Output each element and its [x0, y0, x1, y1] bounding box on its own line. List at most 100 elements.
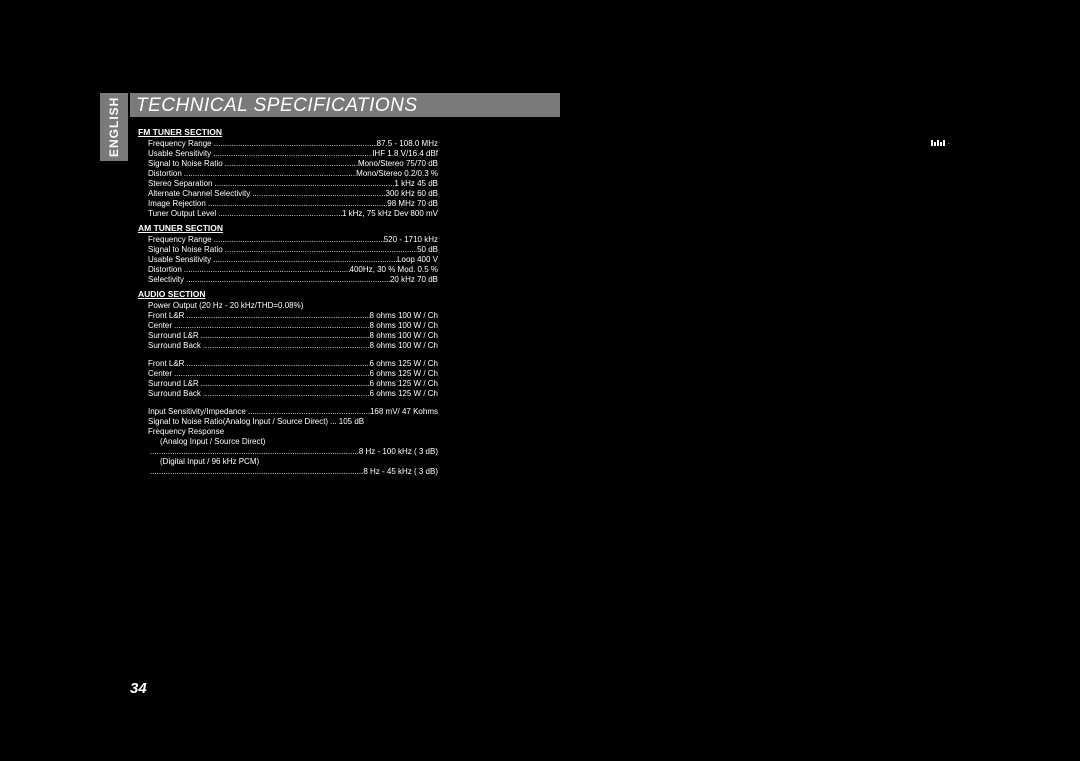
spec-block: Frequency Range ........................…: [138, 235, 438, 285]
spec-value: 8 ohms 100 W / Ch: [370, 321, 438, 331]
spec-block: Frequency Range ........................…: [138, 139, 438, 219]
spec-value: 98 MHz 70 dB: [387, 199, 438, 209]
page-number: 34: [130, 680, 147, 697]
spec-value: 400Hz, 30 % Mod. 0.5 %: [350, 265, 439, 275]
spec-row: Front L&R ..............................…: [148, 359, 438, 369]
leader-dots: ........................................…: [148, 467, 363, 477]
spec-label: Surround Back: [148, 341, 201, 351]
spec-row: Signal to Noise Ratio(Analog Input / Sou…: [148, 417, 438, 427]
spec-label: Distortion: [148, 169, 182, 179]
leader-dots: ........................................…: [199, 379, 370, 389]
spec-row: Distortion .............................…: [148, 265, 438, 275]
page-title: TECHNICAL SPECIFICATIONS: [130, 93, 560, 117]
leader-dots: ........................................…: [223, 245, 417, 255]
leader-dots: ........................................…: [172, 321, 370, 331]
spec-label: Tuner Output Level: [148, 209, 216, 219]
spec-label: Usable Sensitivity: [148, 149, 211, 159]
leader-dots: ...: [328, 417, 339, 427]
leader-dots: ........................................…: [172, 369, 370, 379]
spec-value: 105 dB: [339, 417, 364, 427]
spec-row: Signal to Noise Ratio ..................…: [148, 245, 438, 255]
spec-value: 20 kHz 70 dB: [390, 275, 438, 285]
spec-row: Tuner Output Level .....................…: [148, 209, 438, 219]
spec-row: Distortion .............................…: [148, 169, 438, 179]
spec-row: Frequency Response: [148, 427, 438, 437]
spec-label: Image Rejection: [148, 199, 206, 209]
spec-value: IHF 1.8 V/16.4 dBf: [372, 149, 438, 159]
spec-label: Frequency Range: [148, 139, 212, 149]
leader-dots: ........................................…: [216, 209, 342, 219]
spec-value: 6 ohms 125 W / Ch: [370, 379, 438, 389]
spec-row: Center .................................…: [148, 369, 438, 379]
spec-label: Center: [148, 321, 172, 331]
spec-value: Mono/Stereo 0.2/0.3 %: [356, 169, 438, 179]
section-intro: Power Output (20 Hz - 20 kHz/THD=0.08%): [148, 301, 438, 311]
leader-dots: ........................................…: [206, 199, 387, 209]
leader-dots: ........................................…: [182, 169, 356, 179]
spec-row: Image Rejection ........................…: [148, 199, 438, 209]
spec-row: Usable Sensitivity .....................…: [148, 149, 438, 159]
leader-dots: ........................................…: [184, 311, 369, 321]
spec-value: 6 ohms 125 W / Ch: [370, 369, 438, 379]
leader-dots: ........................................…: [182, 265, 350, 275]
spec-row: Stereo Separation ......................…: [148, 179, 438, 189]
leader-dots: ........................................…: [201, 341, 370, 351]
spec-label: Selectivity: [148, 275, 184, 285]
spec-label: Center: [148, 369, 172, 379]
spec-block: Power Output (20 Hz - 20 kHz/THD=0.08%)F…: [138, 301, 438, 477]
leader-dots: ........................................…: [213, 179, 395, 189]
section-heading: AM TUNER SECTION: [138, 223, 438, 233]
leader-dots: ........................................…: [211, 149, 372, 159]
spec-row: Selectivity ............................…: [148, 275, 438, 285]
spec-value: 6 ohms 125 W / Ch: [370, 389, 438, 399]
spec-row: Alternate Channel Selectivity ..........…: [148, 189, 438, 199]
spec-label: Surround L&R: [148, 331, 199, 341]
spec-row: Frequency Range ........................…: [148, 139, 438, 149]
spec-label: Stereo Separation: [148, 179, 213, 189]
leader-dots: ........................................…: [250, 189, 385, 199]
spec-value: 50 dB: [417, 245, 438, 255]
spec-label: Usable Sensitivity: [148, 255, 211, 265]
spec-row: Surround Back ..........................…: [148, 389, 438, 399]
leader-dots: ........................................…: [184, 275, 390, 285]
spec-value: 8 ohms 100 W / Ch: [370, 341, 438, 351]
spec-label: Signal to Noise Ratio: [148, 245, 223, 255]
section-heading: AUDIO SECTION: [138, 289, 438, 299]
spec-value: 300 kHz 60 dB: [386, 189, 438, 199]
spec-row: Frequency Range ........................…: [148, 235, 438, 245]
spec-row: (Analog Input / Source Direct): [148, 437, 438, 447]
spec-label: Alternate Channel Selectivity: [148, 189, 250, 199]
spec-row: ........................................…: [148, 467, 438, 477]
spec-page: ENGLISH TECHNICAL SPECIFICATIONS . FM TU…: [100, 85, 980, 705]
spec-row: (Digital Input / 96 kHz PCM): [148, 457, 438, 467]
spec-value: 1 kHz, 75 kHz Dev 800 mV: [342, 209, 438, 219]
spec-value: 1 kHz 45 dB: [394, 179, 438, 189]
spec-value: Loop 400 V: [397, 255, 438, 265]
section-heading: FM TUNER SECTION: [138, 127, 438, 137]
spec-label: Frequency Range: [148, 235, 212, 245]
language-tab: ENGLISH: [100, 93, 128, 161]
leader-dots: ........................................…: [201, 389, 370, 399]
spec-label: Front L&R: [148, 359, 184, 369]
spec-row: Surround L&R ...........................…: [148, 331, 438, 341]
spec-row: Surround L&R ...........................…: [148, 379, 438, 389]
spec-label: Signal to Noise Ratio: [148, 159, 223, 169]
spec-value: 8 ohms 100 W / Ch: [370, 331, 438, 341]
spec-row: ........................................…: [148, 447, 438, 457]
leader-dots: ........................................…: [212, 235, 384, 245]
spec-row: Usable Sensitivity .....................…: [148, 255, 438, 265]
spec-value: 8 Hz - 100 kHz ( 3 dB): [359, 447, 438, 457]
leader-dots: ........................................…: [223, 159, 358, 169]
leader-dots: ........................................…: [211, 255, 397, 265]
spec-row: Front L&R ..............................…: [148, 311, 438, 321]
spec-label: Front L&R: [148, 311, 184, 321]
spec-label: Surround Back: [148, 389, 201, 399]
spec-value: 87.5 - 108.0 MHz: [377, 139, 438, 149]
spec-value: 8 Hz - 45 kHz ( 3 dB): [363, 467, 438, 477]
spec-row: Surround Back ..........................…: [148, 341, 438, 351]
spec-row: Center .................................…: [148, 321, 438, 331]
spec-content: FM TUNER SECTION Frequency Range ........…: [138, 123, 438, 477]
leader-dots: ........................................…: [212, 139, 377, 149]
leader-dots: ........................................…: [199, 331, 370, 341]
leader-dots: ........................................…: [246, 407, 370, 417]
